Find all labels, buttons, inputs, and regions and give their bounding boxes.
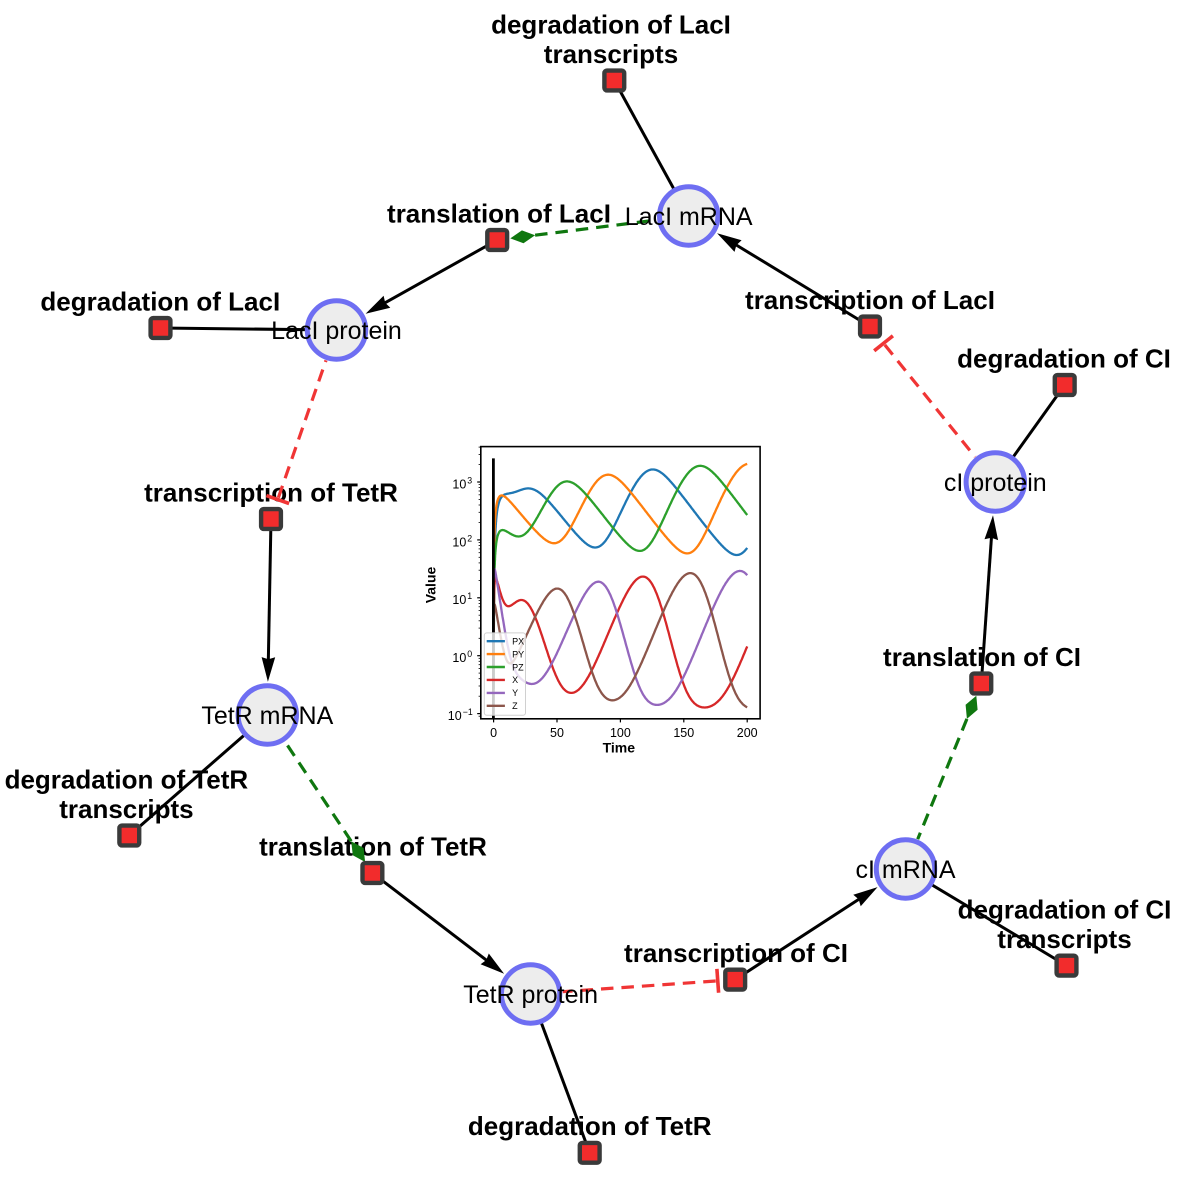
svg-text:translation of LacI: translation of LacI	[387, 198, 611, 228]
svg-text:TetR protein: TetR protein	[463, 981, 598, 1009]
svg-text:2: 2	[467, 533, 472, 543]
svg-text:cI protein: cI protein	[944, 469, 1047, 497]
svg-text:transcription of LacI: transcription of LacI	[745, 285, 995, 315]
svg-text:Value: Value	[423, 567, 439, 604]
svg-text:PZ: PZ	[512, 662, 524, 672]
svg-text:Z: Z	[512, 701, 518, 711]
svg-text:1: 1	[467, 591, 472, 601]
svg-text:0: 0	[490, 726, 497, 740]
svg-text:X: X	[512, 675, 518, 685]
svg-text:TetR mRNA: TetR mRNA	[201, 702, 333, 730]
svg-text:3: 3	[467, 475, 472, 485]
svg-text:10: 10	[452, 535, 466, 549]
svg-text:transcripts: transcripts	[544, 39, 678, 69]
svg-text:150: 150	[673, 726, 694, 740]
svg-text:200: 200	[737, 726, 758, 740]
svg-text:LacI mRNA: LacI mRNA	[625, 203, 753, 231]
svg-text:0: 0	[467, 649, 472, 659]
svg-text:PY: PY	[512, 649, 524, 659]
svg-text:degradation of TetR: degradation of TetR	[468, 1111, 712, 1141]
svg-text:degradation of TetR: degradation of TetR	[5, 765, 249, 795]
svg-text:cI mRNA: cI mRNA	[856, 856, 956, 884]
svg-text:translation of TetR: translation of TetR	[259, 831, 487, 861]
svg-text:Y: Y	[512, 688, 518, 698]
svg-text:degradation of CI: degradation of CI	[957, 343, 1171, 373]
svg-text:10: 10	[452, 651, 466, 665]
svg-text:PX: PX	[512, 637, 524, 647]
svg-text:LacI protein: LacI protein	[271, 317, 402, 345]
svg-text:degradation of LacI: degradation of LacI	[491, 10, 731, 40]
svg-text:10: 10	[452, 593, 466, 607]
svg-text:transcripts: transcripts	[997, 924, 1131, 954]
svg-text:10: 10	[448, 709, 462, 723]
svg-text:50: 50	[550, 726, 564, 740]
svg-text:10: 10	[452, 477, 466, 491]
svg-text:degradation of LacI: degradation of LacI	[40, 286, 280, 316]
svg-text:100: 100	[610, 726, 631, 740]
svg-text:transcription of TetR: transcription of TetR	[144, 477, 398, 507]
svg-text:Time: Time	[603, 740, 636, 756]
svg-text:transcription of CI: transcription of CI	[624, 938, 848, 968]
svg-text:degradation of CI: degradation of CI	[958, 895, 1172, 925]
svg-text:−1: −1	[463, 707, 473, 717]
